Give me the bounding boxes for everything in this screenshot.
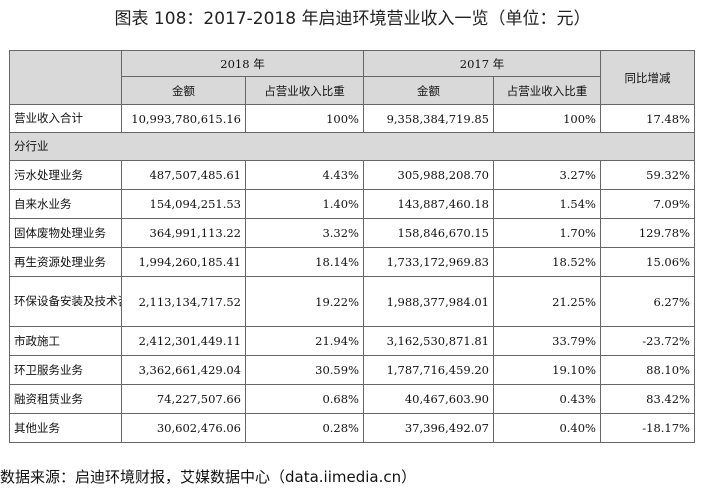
total-share-2017: 100%	[493, 104, 601, 133]
row-share-2018: 1.40%	[245, 189, 364, 219]
total-label: 营业收入合计	[9, 104, 122, 133]
row-yoy: -18.17%	[600, 413, 695, 443]
section-row: 分行业	[9, 132, 695, 161]
row-amount-2018: 487,507,485.61	[121, 160, 246, 190]
data-source-note: 数据来源：启迪环境财报，艾媒数据中心（data.iimedia.cn）	[0, 468, 417, 486]
table-row: 再生资源处理业务 1,994,260,185.41 18.14% 1,733,172,…	[9, 247, 695, 277]
header-2018: 2018 年	[121, 50, 364, 77]
row-share-2018: 30.59%	[245, 355, 364, 385]
row-amount-2017: 1,988,377,984.01	[363, 276, 494, 327]
total-yoy: 17.48%	[600, 104, 695, 133]
total-row: 营业收入合计 10,993,780,615.16 100% 9,358,384,…	[9, 104, 695, 133]
row-label: 污水处理业务	[9, 160, 122, 190]
row-yoy: 129.78%	[600, 218, 695, 248]
row-amount-2018: 364,991,113.22	[121, 218, 246, 248]
row-share-2017: 33.79%	[493, 326, 601, 356]
row-label: 市政施工	[9, 326, 122, 356]
row-amount-2017: 143,887,460.18	[363, 189, 494, 219]
total-amount-2017: 9,358,384,719.85	[363, 104, 494, 133]
row-yoy: 6.27%	[600, 276, 695, 327]
table-row: 融资租赁业务 74,227,507.66 0.68% 40,467,603.90 0.4…	[9, 384, 695, 414]
row-label: 环保设备安装及技术咨询业务	[9, 276, 122, 327]
header-row-years: 2018 年 2017 年 同比增减	[9, 50, 695, 105]
row-share-2017: 1.70%	[493, 218, 601, 248]
table-row: 其他业务 30,602,476.06 0.28% 37,396,492.07 0.40%…	[9, 413, 695, 443]
header-yoy: 同比增减	[600, 50, 695, 105]
row-share-2017: 19.10%	[493, 355, 601, 385]
total-share-2018: 100%	[245, 104, 364, 133]
header-share-2018: 占营业收入比重	[245, 76, 364, 105]
header-2017: 2017 年	[363, 50, 601, 77]
table-row: 环卫服务业务 3,362,661,429.04 30.59% 1,787,716,45…	[9, 355, 695, 385]
row-amount-2018: 2,113,134,717.52	[121, 276, 246, 327]
row-amount-2018: 154,094,251.53	[121, 189, 246, 219]
row-amount-2018: 3,362,661,429.04	[121, 355, 246, 385]
row-yoy: 88.10%	[600, 355, 695, 385]
row-yoy: 83.42%	[600, 384, 695, 414]
row-amount-2018: 74,227,507.66	[121, 384, 246, 414]
row-amount-2017: 40,467,603.90	[363, 384, 494, 414]
row-share-2018: 0.28%	[245, 413, 364, 443]
row-amount-2017: 37,396,492.07	[363, 413, 494, 443]
table-row: 环保设备安装及技术咨询业务2,113,134,717.5219.22%1,988…	[9, 276, 695, 327]
header-amount-2018: 金额	[121, 76, 246, 105]
row-share-2017: 21.25%	[493, 276, 601, 327]
row-share-2017: 0.43%	[493, 384, 601, 414]
row-label: 环卫服务业务	[9, 355, 122, 385]
row-yoy: 7.09%	[600, 189, 695, 219]
row-amount-2018: 30,602,476.06	[121, 413, 246, 443]
row-amount-2018: 2,412,301,449.11	[121, 326, 246, 356]
header-blank-cell	[9, 50, 122, 105]
header-share-2017: 占营业收入比重	[493, 76, 601, 105]
section-label: 分行业	[9, 132, 695, 161]
total-amount-2018: 10,993,780,615.16	[121, 104, 246, 133]
table-row: 自来水业务 154,094,251.53 1.40% 143,887,460.18 1.…	[9, 189, 695, 219]
table-row: 市政施工 2,412,301,449.11 21.94% 3,162,530,871.…	[9, 326, 695, 356]
row-share-2017: 3.27%	[493, 160, 601, 190]
row-share-2018: 19.22%	[245, 276, 364, 327]
row-label: 固体废物处理业务	[9, 218, 122, 248]
row-label: 再生资源处理业务	[9, 247, 122, 277]
row-share-2018: 21.94%	[245, 326, 364, 356]
header-row-columns: 金额 占营业收入比重 金额 占营业收入比重	[10, 76, 695, 105]
row-share-2018: 3.32%	[245, 218, 364, 248]
table-row: 固体废物处理业务 364,991,113.22 3.32% 158,846,670.1…	[9, 218, 695, 248]
row-yoy: 59.32%	[600, 160, 695, 190]
revenue-table: 2018 年 2017 年 同比增减 金额 占营业收入比重 金额 占营业收入比重…	[9, 50, 695, 443]
row-yoy: 15.06%	[600, 247, 695, 277]
table-row: 污水处理业务 487,507,485.61 4.43% 305,988,208.70 3…	[9, 160, 695, 190]
row-amount-2017: 158,846,670.15	[363, 218, 494, 248]
row-label: 其他业务	[9, 413, 122, 443]
row-amount-2017: 305,988,208.70	[363, 160, 494, 190]
row-amount-2017: 1,787,716,459.20	[363, 355, 494, 385]
row-share-2018: 18.14%	[245, 247, 364, 277]
row-amount-2017: 3,162,530,871.81	[363, 326, 494, 356]
row-share-2018: 0.68%	[245, 384, 364, 414]
row-yoy: -23.72%	[600, 326, 695, 356]
header-amount-2017: 金额	[363, 76, 494, 105]
document-title: 图表 108：2017-2018 年启迪环境营业收入一览（单位：元）	[114, 9, 591, 29]
row-share-2018: 4.43%	[245, 160, 364, 190]
row-label: 融资租赁业务	[9, 384, 122, 414]
row-share-2017: 18.52%	[493, 247, 601, 277]
row-amount-2017: 1,733,172,969.83	[363, 247, 494, 277]
row-share-2017: 1.54%	[493, 189, 601, 219]
row-share-2017: 0.40%	[493, 413, 601, 443]
row-amount-2018: 1,994,260,185.41	[121, 247, 246, 277]
row-label: 自来水业务	[9, 189, 122, 219]
